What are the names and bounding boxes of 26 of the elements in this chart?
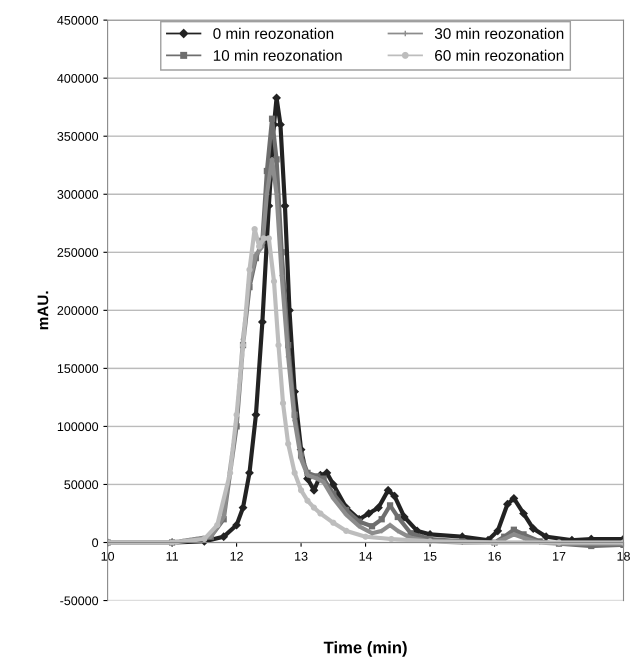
x-tick-label: 11 (166, 552, 178, 561)
y-tick-label: -50000 (60, 596, 98, 606)
x-tick-label: 12 (230, 552, 243, 561)
legend-label: 60 min reozonation (435, 50, 564, 61)
y-axis-title: mAU. (38, 291, 48, 330)
legend-label: 10 min reozonation (214, 50, 342, 61)
y-tick-label: 300000 (57, 190, 98, 199)
x-tick-label: 17 (553, 552, 566, 561)
y-tick-label: 50000 (64, 480, 98, 490)
y-tick-label: 0 (92, 538, 98, 548)
y-tick-label: 350000 (57, 132, 98, 141)
x-tick-label: 14 (360, 552, 372, 561)
y-tick-label: 100000 (58, 422, 98, 432)
y-tick-label: 200000 (58, 306, 98, 315)
legend-label: 30 min reozonation (434, 28, 564, 39)
x-tick-label: 18 (618, 552, 630, 561)
y-tick-label: 450000 (57, 16, 98, 25)
legend-label: 0 min reozonation (213, 28, 334, 39)
x-tick-label: 10 (102, 552, 114, 561)
x-tick-label: 15 (424, 552, 436, 561)
x-tick-label: 13 (295, 552, 308, 561)
y-tick-label: 250000 (58, 248, 98, 257)
y-tick-label: 400000 (57, 74, 98, 83)
y-tick-label: 150000 (58, 364, 98, 374)
x-axis-title: Time (min) (324, 641, 407, 657)
x-tick-label: 16 (488, 552, 501, 561)
